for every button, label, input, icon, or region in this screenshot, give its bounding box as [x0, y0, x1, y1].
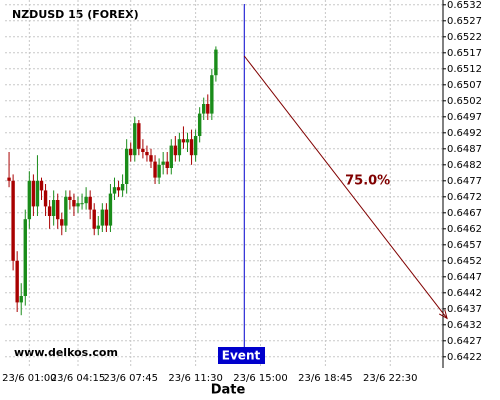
arrow-head — [438, 309, 448, 320]
x-tick-label: 23/6 11:30 — [168, 373, 222, 384]
y-tick-label: 0.6477 — [447, 176, 482, 187]
candle-body — [202, 104, 206, 114]
candle-body — [35, 180, 40, 207]
candle-body — [165, 161, 169, 168]
candle-body — [157, 164, 161, 178]
x-tick-label: 23/6 01:00 — [2, 373, 56, 384]
candle-body — [60, 219, 64, 226]
candle-body — [133, 123, 137, 156]
candle-body — [19, 296, 23, 303]
chart-title: NZDUSD 15 (FOREX) — [12, 8, 139, 21]
candle-body — [137, 123, 141, 149]
x-tick-label: 23/6 04:15 — [51, 373, 105, 384]
candle-body — [108, 193, 113, 226]
candle-body — [141, 148, 145, 152]
y-tick-label: 0.6462 — [447, 224, 482, 235]
candle-body — [84, 196, 88, 204]
candle-body — [27, 180, 32, 220]
candle-body — [145, 152, 149, 156]
x-axis-label: Date — [211, 383, 246, 398]
candle-body — [76, 203, 80, 207]
y-tick-label: 0.6472 — [447, 192, 482, 203]
y-tick-label: 0.6437 — [447, 304, 482, 315]
y-tick-label: 0.6522 — [447, 32, 482, 43]
x-tick-label: 23/6 07:45 — [103, 373, 157, 384]
candle-body — [80, 203, 84, 205]
candle-body — [153, 161, 157, 178]
projection-arrow — [243, 55, 448, 319]
candle-body — [51, 200, 56, 216]
candle-body — [120, 184, 125, 191]
y-tick-label: 0.6457 — [447, 240, 482, 251]
y-tick-label: 0.6432 — [447, 320, 482, 331]
candle-body — [15, 260, 19, 303]
y-tick-label: 0.6497 — [447, 112, 482, 123]
candle-body — [112, 187, 117, 194]
candle-body — [173, 145, 178, 156]
candle-body — [31, 180, 36, 207]
y-tick-label: 0.6482 — [447, 160, 482, 171]
x-tick-label: 23/6 18:45 — [298, 373, 352, 384]
candle-body — [68, 196, 72, 200]
candle-body — [129, 148, 133, 156]
candle-body — [197, 113, 202, 136]
candle-body — [7, 177, 11, 181]
y-tick-label: 0.6492 — [447, 128, 482, 139]
event-label: Event — [222, 349, 261, 363]
candle-body — [64, 196, 68, 226]
candle-body — [185, 139, 190, 143]
candle-body — [23, 219, 27, 296]
y-tick-label: 0.6447 — [447, 272, 482, 283]
y-tick-label: 0.6512 — [447, 64, 482, 75]
candle-body — [214, 49, 218, 76]
y-tick-label: 0.6467 — [447, 208, 482, 219]
candle-body — [161, 161, 165, 165]
candle-body — [56, 200, 60, 220]
y-tick-label: 0.6422 — [447, 352, 482, 363]
y-tick-label: 0.6532 — [447, 0, 482, 11]
y-tick-label: 0.6427 — [447, 336, 482, 347]
candle-body — [193, 136, 198, 156]
candle-body — [104, 209, 109, 226]
candle-body — [124, 148, 129, 184]
candle-body — [72, 200, 76, 207]
candle-body — [149, 155, 153, 162]
x-tick-label: 23/6 15:00 — [233, 373, 287, 384]
y-tick-label: 0.6507 — [447, 80, 482, 91]
candle-body — [169, 145, 173, 168]
y-tick-label: 0.6527 — [447, 16, 482, 27]
candle-body — [11, 180, 15, 261]
candle-body — [177, 139, 182, 156]
candle-body — [181, 139, 186, 143]
candle-body — [43, 190, 48, 207]
y-tick-label: 0.6517 — [447, 48, 482, 59]
candle-body — [88, 196, 92, 210]
y-tick-label: 0.6487 — [447, 144, 482, 155]
projection-label: 75.0% — [345, 174, 390, 189]
event-box — [218, 347, 265, 364]
candle-body — [210, 75, 214, 114]
watermark: www.delkos.com — [14, 346, 118, 359]
candle-body — [189, 139, 194, 156]
candle-body — [206, 104, 210, 114]
candle-body — [100, 209, 105, 226]
y-tick-label: 0.6452 — [447, 256, 482, 267]
candle-body — [96, 225, 100, 229]
x-tick-label: 23/6 22:30 — [363, 373, 417, 384]
y-tick-label: 0.6502 — [447, 96, 482, 107]
candle-body — [92, 209, 96, 229]
candle-body — [39, 180, 44, 191]
candle-body — [47, 206, 52, 216]
y-tick-label: 0.6442 — [447, 288, 482, 299]
candle-body — [116, 187, 121, 191]
